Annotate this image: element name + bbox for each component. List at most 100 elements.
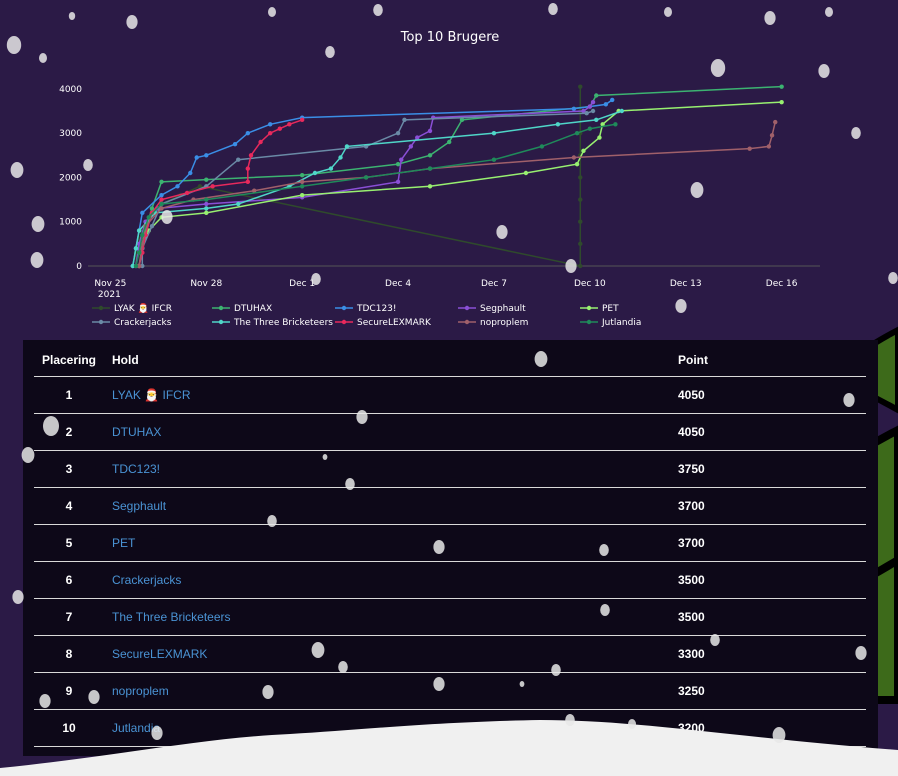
team-cell: The Three Bricketeers [104, 598, 678, 636]
data-point [555, 122, 561, 127]
rank-cell: 3 [34, 450, 104, 488]
data-point [584, 111, 589, 116]
x-tick-label: Dec 16 [766, 279, 798, 289]
x-tick-label: Dec 4 [385, 279, 411, 289]
points-cell: 3200 [678, 709, 866, 747]
data-point [130, 263, 135, 269]
points-cell: 4050 [678, 376, 866, 414]
data-point [159, 197, 164, 202]
legend-item[interactable]: noproplem [458, 318, 528, 328]
data-point [427, 166, 433, 171]
y-tick-label: 4000 [59, 85, 82, 95]
legend-label: DTUHAX [234, 304, 272, 314]
team-link[interactable]: PET [112, 536, 136, 550]
legend-label: TDC123! [356, 304, 397, 314]
table-header-row: Placering Hold Point [34, 344, 866, 377]
data-point [594, 93, 599, 98]
data-point [491, 130, 497, 136]
y-tick-label: 0 [76, 262, 82, 272]
legend-item[interactable]: PET [580, 304, 619, 314]
data-point [245, 166, 251, 171]
table-row: 8 SecureLEXMARK 3300 [34, 635, 866, 673]
data-point [578, 175, 583, 180]
table-row: 1 LYAK 🎅 IFCR 4050 [34, 376, 866, 414]
data-point [140, 232, 145, 238]
team-cell: Crackerjacks [104, 561, 678, 599]
data-point [578, 197, 583, 202]
data-point [268, 122, 273, 127]
team-link[interactable]: Jutlandia [112, 721, 161, 735]
legend-item[interactable]: Crackerjacks [92, 318, 172, 328]
data-point [581, 108, 586, 114]
legend-item[interactable]: The Three Bricketeers [212, 318, 333, 328]
data-point [571, 155, 577, 160]
data-point [136, 263, 142, 269]
legend-label: Crackerjacks [114, 318, 172, 328]
x-tick-label: 2021 [98, 290, 121, 300]
data-point [590, 108, 596, 114]
rank-cell: 4 [34, 487, 104, 525]
data-point [299, 192, 305, 198]
team-cell: DTUHAX [104, 413, 678, 451]
rank-cell: 9 [34, 672, 104, 710]
series-2 [130, 97, 615, 269]
data-point [197, 184, 203, 189]
points-cell: 3250 [678, 672, 866, 710]
team-link[interactable]: Segphault [112, 499, 167, 513]
series-3 [133, 99, 596, 269]
header-team: Hold [104, 344, 678, 377]
data-point [248, 153, 254, 158]
legend-item[interactable]: Jutlandia [580, 318, 641, 328]
data-point [581, 148, 586, 154]
data-point [447, 139, 452, 145]
line-chart: Top 10 Brugere 0 1000 2000 3000 4000 Nov 2520… [59, 30, 820, 328]
data-point [175, 184, 180, 189]
data-point [252, 188, 257, 193]
data-point [188, 170, 193, 176]
x-tick-label: Dec 7 [481, 279, 507, 289]
points-cell: 3700 [678, 487, 866, 525]
legend-label: PET [602, 304, 619, 314]
team-link[interactable]: DTUHAX [112, 425, 162, 439]
series-line [138, 121, 776, 267]
legend-item[interactable]: TDC123! [335, 304, 397, 314]
data-point [395, 161, 401, 167]
data-point [459, 117, 465, 123]
legend-item[interactable]: LYAK 🎅 IFCR [92, 302, 172, 314]
data-point [146, 215, 151, 220]
team-link[interactable]: noproplem [112, 684, 169, 698]
table-body: 1 LYAK 🎅 IFCR 4050 2 DTUHAX 4050 3 TDC123! 3750 4… [34, 376, 866, 747]
data-point [159, 201, 164, 207]
team-link[interactable]: SecureLEXMARK [112, 647, 208, 661]
legend-item[interactable]: DTUHAX [212, 304, 272, 314]
data-point [299, 173, 305, 178]
data-point [363, 175, 369, 180]
x-tick-label: Nov 28 [190, 279, 222, 289]
team-link[interactable]: The Three Bricketeers [112, 610, 231, 624]
data-point [312, 170, 318, 176]
table-row: 10 Jutlandia 3200 [34, 709, 866, 747]
rank-cell: 5 [34, 524, 104, 562]
y-tick-label: 3000 [59, 129, 82, 139]
data-point [299, 184, 305, 189]
series-0 [133, 84, 583, 269]
data-point [523, 170, 529, 176]
rank-cell: 6 [34, 561, 104, 599]
series-line [138, 85, 782, 267]
team-link[interactable]: TDC123! [112, 462, 161, 476]
data-point [245, 179, 251, 185]
legend-item[interactable]: Segphault [458, 304, 526, 314]
data-point [236, 201, 241, 207]
scoreboard-table: Placering Hold Point 1 LYAK 🎅 IFCR 4050 2 DT… [34, 344, 866, 747]
series-line [135, 101, 594, 267]
x-tick-label: Dec 1 [289, 279, 315, 289]
legend-item[interactable]: SecureLEXMARK [335, 318, 432, 328]
x-tick-label: Dec 13 [670, 279, 702, 289]
team-link[interactable]: LYAK 🎅 IFCR [112, 388, 191, 402]
data-point [204, 206, 209, 211]
data-point [610, 97, 615, 103]
rank-cell: 10 [34, 709, 104, 747]
team-link[interactable]: Crackerjacks [112, 573, 182, 587]
data-point [136, 228, 142, 233]
table-row: 4 Segphault 3700 [34, 487, 866, 525]
